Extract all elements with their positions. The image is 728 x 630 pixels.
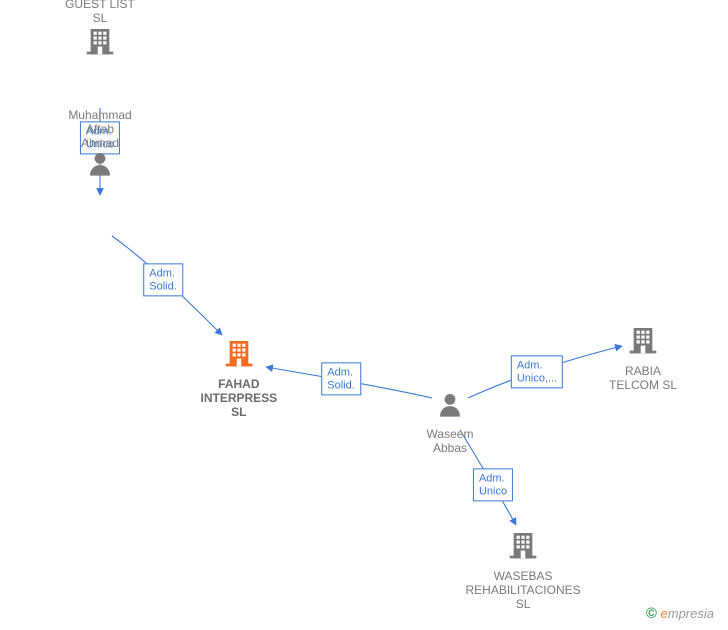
- edge-label-waseem-fahad: Adm. Solid.: [321, 362, 361, 395]
- building-icon: [627, 324, 659, 361]
- node-label: Waseem Abbas: [415, 428, 485, 456]
- edge-label-aftab-fahad: Adm. Solid.: [143, 263, 183, 296]
- brand-rest: mpresia: [668, 606, 714, 621]
- node-label: FAHAD INTERPRESS SL: [201, 378, 278, 419]
- network-diagram: Adm. Unico Adm. Solid. Adm. Solid. Adm. Uni…: [0, 0, 728, 630]
- watermark: © empresia: [646, 605, 714, 622]
- person-icon: [436, 391, 464, 424]
- node-rabia[interactable]: RABIA TELCOM SL: [608, 324, 678, 393]
- copyright-symbol: ©: [646, 605, 657, 622]
- edges-layer: [0, 0, 728, 630]
- node-label: Muhammad Aftab Ahmad: [65, 109, 135, 150]
- person-icon: [86, 150, 114, 183]
- brand-e: e: [661, 606, 668, 621]
- node-label: AASHI GUEST LIST SL: [65, 0, 135, 25]
- node-label: RABIA TELCOM SL: [608, 365, 678, 393]
- edge-label-waseem-rabia: Adm. Unico,...: [511, 355, 563, 388]
- node-wasebas[interactable]: WASEBAS REHABILITACIONES SL: [466, 529, 581, 611]
- node-label: WASEBAS REHABILITACIONES SL: [466, 570, 581, 611]
- edge-label-waseem-wasebas: Adm. Unico: [473, 468, 513, 501]
- building-icon: [507, 529, 539, 566]
- node-aashi[interactable]: AASHI GUEST LIST SL: [65, 0, 135, 62]
- node-waseem[interactable]: Waseem Abbas: [415, 391, 485, 456]
- building-icon: [84, 25, 116, 62]
- building-icon: [223, 337, 255, 374]
- node-fahad[interactable]: FAHAD INTERPRESS SL: [201, 337, 278, 419]
- node-aftab[interactable]: Muhammad Aftab Ahmad: [65, 105, 135, 183]
